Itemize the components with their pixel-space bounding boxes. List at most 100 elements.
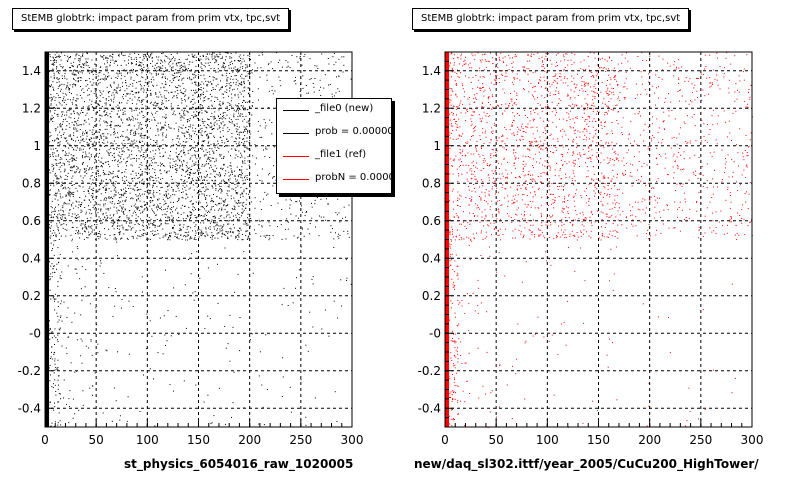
data-point xyxy=(108,163,110,165)
data-point xyxy=(193,117,195,119)
data-point xyxy=(53,76,55,78)
data-point xyxy=(118,192,119,194)
data-point xyxy=(451,253,453,255)
data-point xyxy=(117,159,119,161)
data-point xyxy=(231,97,233,99)
data-point xyxy=(141,104,143,106)
data-point xyxy=(453,286,455,288)
data-point xyxy=(194,102,196,104)
data-point xyxy=(132,237,134,239)
data-point xyxy=(452,399,454,400)
data-point xyxy=(457,399,459,401)
data-point xyxy=(147,189,149,191)
data-point xyxy=(85,58,87,60)
data-point xyxy=(152,185,154,187)
data-point xyxy=(132,227,134,229)
data-point xyxy=(184,141,186,143)
data-point xyxy=(257,88,259,90)
data-point xyxy=(171,219,173,220)
data-point xyxy=(53,183,55,185)
data-point xyxy=(239,350,241,352)
data-point xyxy=(210,237,212,238)
data-point xyxy=(159,122,161,124)
data-point xyxy=(132,94,134,96)
data-point xyxy=(83,67,85,69)
data-point xyxy=(190,273,192,275)
data-point xyxy=(244,146,246,148)
data-point xyxy=(273,165,275,167)
data-point xyxy=(127,229,129,231)
data-point xyxy=(163,73,164,75)
data-point xyxy=(102,56,104,58)
data-point xyxy=(84,171,86,173)
data-point xyxy=(199,106,201,108)
data-point xyxy=(105,102,107,104)
data-point xyxy=(92,199,94,201)
data-point xyxy=(122,112,124,114)
data-point xyxy=(242,138,244,140)
data-point xyxy=(226,52,228,54)
data-point xyxy=(167,185,169,187)
data-point xyxy=(93,133,95,134)
data-point xyxy=(112,172,114,174)
data-point xyxy=(235,104,237,106)
data-point xyxy=(173,75,175,76)
data-point xyxy=(89,139,90,141)
data-point xyxy=(55,68,57,70)
data-point xyxy=(150,53,152,55)
data-point xyxy=(261,136,263,138)
data-point xyxy=(259,220,261,222)
data-point xyxy=(224,112,226,113)
data-point xyxy=(116,78,118,79)
data-point xyxy=(146,144,148,146)
data-point xyxy=(80,80,82,81)
data-point xyxy=(96,105,98,107)
data-point xyxy=(157,177,159,179)
data-point xyxy=(237,94,239,96)
data-point xyxy=(214,96,216,98)
data-point xyxy=(117,75,119,77)
data-point xyxy=(143,137,145,139)
data-point xyxy=(142,291,143,293)
data-point xyxy=(195,84,197,86)
data-point xyxy=(169,197,171,199)
data-point xyxy=(155,214,157,216)
data-point xyxy=(86,237,88,239)
data-point xyxy=(193,98,195,100)
data-point xyxy=(130,69,132,71)
data-point xyxy=(95,74,97,75)
data-point xyxy=(90,188,92,190)
data-point xyxy=(242,161,244,163)
data-point xyxy=(194,150,196,152)
data-point xyxy=(79,142,81,144)
data-point xyxy=(218,188,220,190)
data-point xyxy=(200,74,202,76)
data-point xyxy=(242,116,244,117)
data-point xyxy=(222,130,224,131)
data-point xyxy=(148,223,150,225)
data-point xyxy=(115,176,117,177)
data-point xyxy=(128,181,130,183)
data-point xyxy=(178,197,180,199)
data-point xyxy=(205,62,207,64)
data-point xyxy=(123,212,124,214)
data-point xyxy=(312,276,314,278)
data-point xyxy=(136,195,138,197)
data-point xyxy=(239,108,241,110)
data-point xyxy=(111,86,112,88)
data-point xyxy=(335,212,337,214)
data-point xyxy=(232,209,234,210)
data-point xyxy=(178,334,180,335)
data-point xyxy=(227,194,229,196)
data-point xyxy=(79,112,81,114)
data-point xyxy=(143,156,145,157)
data-point xyxy=(198,84,200,86)
data-point xyxy=(89,147,91,149)
data-point xyxy=(230,104,232,106)
data-point xyxy=(217,263,218,265)
data-point xyxy=(184,114,186,116)
data-point xyxy=(232,63,233,65)
data-point xyxy=(128,117,130,119)
data-point xyxy=(171,67,173,69)
data-point xyxy=(125,64,127,66)
